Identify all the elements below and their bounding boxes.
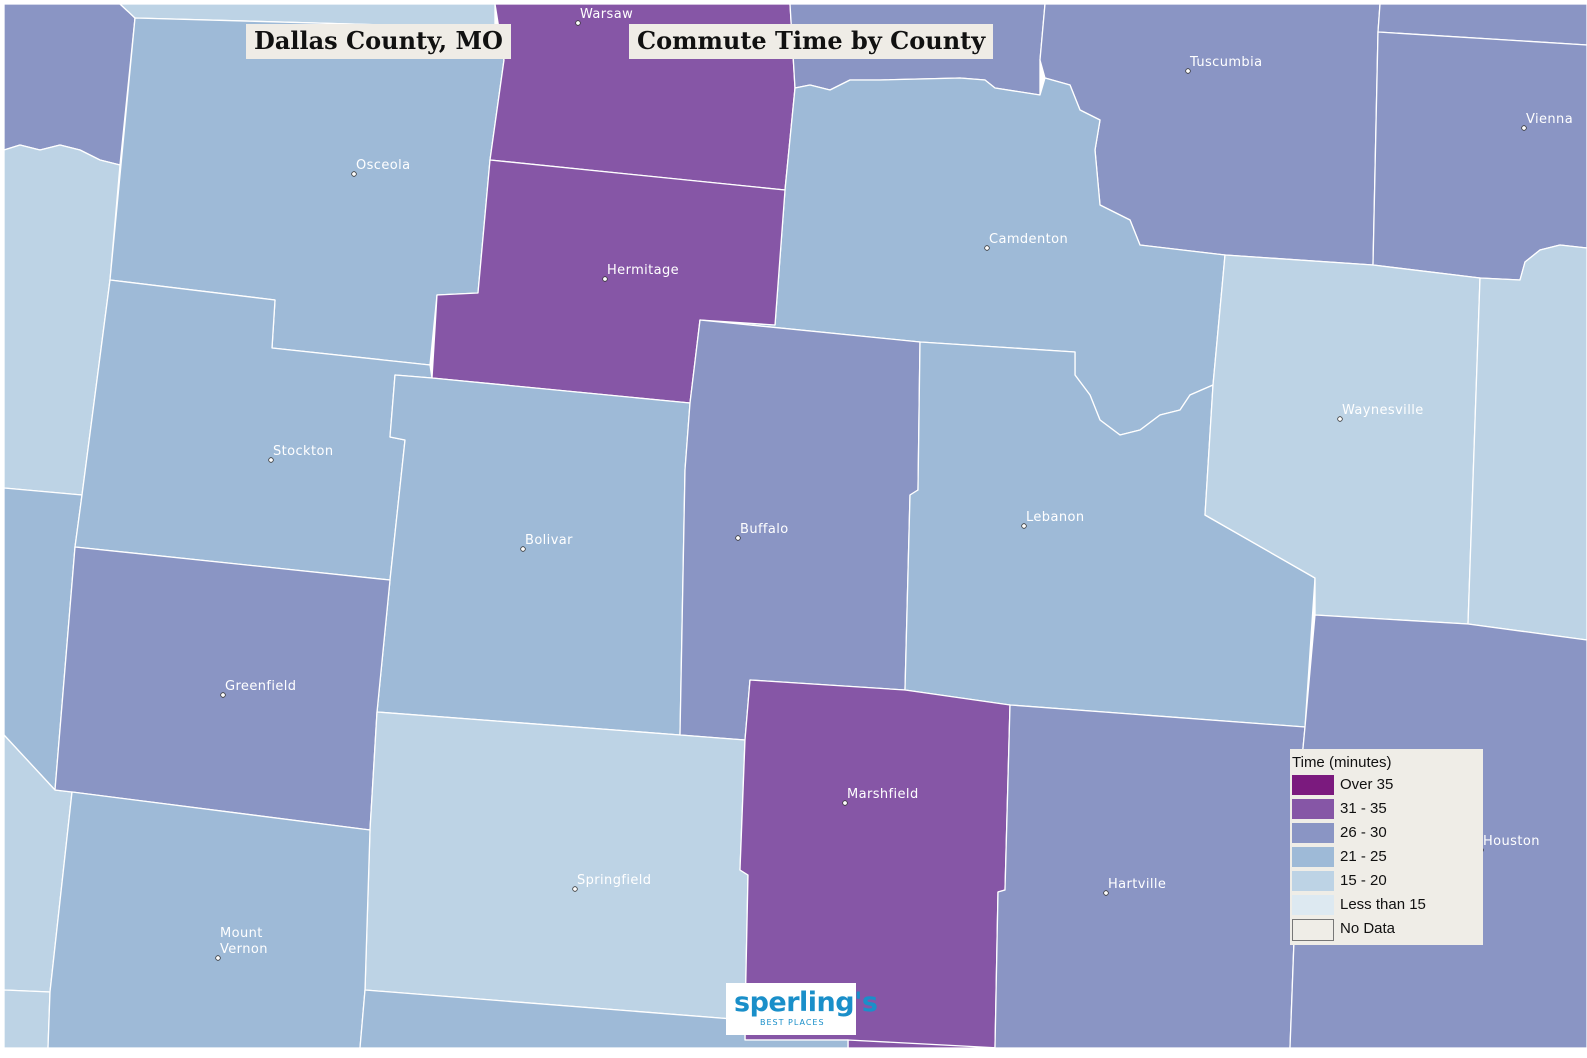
city-label: Lebanon: [1026, 510, 1084, 525]
legend-item: 15 - 20: [1292, 871, 1482, 893]
legend: Time (minutes) Over 35 31 - 35 26 - 30 2…: [1290, 749, 1483, 945]
city-dot: [602, 276, 608, 282]
city-dot: [268, 457, 274, 463]
city-dot: [984, 245, 990, 251]
city-dot: [572, 886, 578, 892]
logo-tagline: BEST PLACES: [760, 1018, 825, 1027]
legend-swatch: [1292, 871, 1334, 891]
county-polk: [376, 374, 691, 736]
city-label: Hartville: [1108, 877, 1166, 892]
city-dot: [1021, 523, 1027, 529]
county-dade: [54, 546, 391, 831]
county-dallas: [679, 319, 921, 741]
legend-title: Time (minutes): [1292, 754, 1392, 771]
legend-label: 15 - 20: [1340, 872, 1387, 889]
city-dot: [220, 692, 226, 698]
county-west-strip-4: [3, 989, 51, 1049]
legend-item: 26 - 30: [1292, 823, 1482, 845]
county-phelps: [1467, 244, 1587, 641]
county-lawrence: [47, 791, 371, 1049]
legend-item: Over 35: [1292, 775, 1482, 797]
legend-swatch: [1292, 847, 1334, 867]
legend-swatch: [1292, 919, 1334, 941]
legend-label: No Data: [1340, 920, 1396, 937]
sperlings-logo: sperling's BEST PLACES: [726, 983, 878, 1035]
legend-swatch: [1292, 823, 1334, 843]
city-label: Mount Vernon: [220, 926, 268, 957]
city-dot: [1337, 416, 1343, 422]
city-label: Waynesville: [1342, 403, 1424, 418]
city-label: Springfield: [577, 873, 651, 888]
legend-item: No Data: [1292, 919, 1482, 941]
city-label: Osceola: [356, 158, 410, 173]
city-label: Camdenton: [989, 232, 1068, 247]
city-label: Houston: [1483, 834, 1540, 849]
city-dot: [351, 171, 357, 177]
city-label: Warsaw: [580, 7, 633, 22]
city-label: Greenfield: [225, 679, 296, 694]
legend-label: Less than 15: [1340, 896, 1426, 913]
logo-brand: sperling's: [734, 987, 878, 1018]
county-maries-main: [1372, 31, 1587, 281]
city-label: Tuscumbia: [1189, 55, 1262, 70]
city-label: Bolivar: [525, 533, 573, 548]
legend-item: Less than 15: [1292, 895, 1482, 917]
county-greene: [364, 711, 749, 1021]
city-label: Buffalo: [740, 522, 789, 537]
county-nw-edge: [3, 3, 136, 166]
city-label: Stockton: [273, 444, 333, 459]
city-dot: [1185, 68, 1191, 74]
city-dot: [215, 955, 221, 961]
city-dot: [575, 20, 581, 26]
city-dot: [520, 546, 526, 552]
legend-swatch: [1292, 775, 1334, 795]
city-dot: [1521, 125, 1527, 131]
place-title: Dallas County, MO: [246, 24, 511, 59]
map-title: Commute Time by County: [629, 24, 994, 59]
city-dot: [842, 800, 848, 806]
city-label: Hermitage: [607, 263, 679, 278]
legend-item: 31 - 35: [1292, 799, 1482, 821]
city-dot: [735, 535, 741, 541]
city-label: Marshfield: [847, 787, 919, 802]
city-label: Vienna: [1526, 112, 1573, 127]
legend-label: 26 - 30: [1340, 824, 1387, 841]
legend-item: 21 - 25: [1292, 847, 1482, 869]
legend-swatch: [1292, 799, 1334, 819]
legend-label: 21 - 25: [1340, 848, 1387, 865]
legend-label: 31 - 35: [1340, 800, 1387, 817]
city-dot: [1103, 890, 1109, 896]
legend-swatch: [1292, 895, 1334, 915]
legend-label: Over 35: [1340, 776, 1394, 793]
